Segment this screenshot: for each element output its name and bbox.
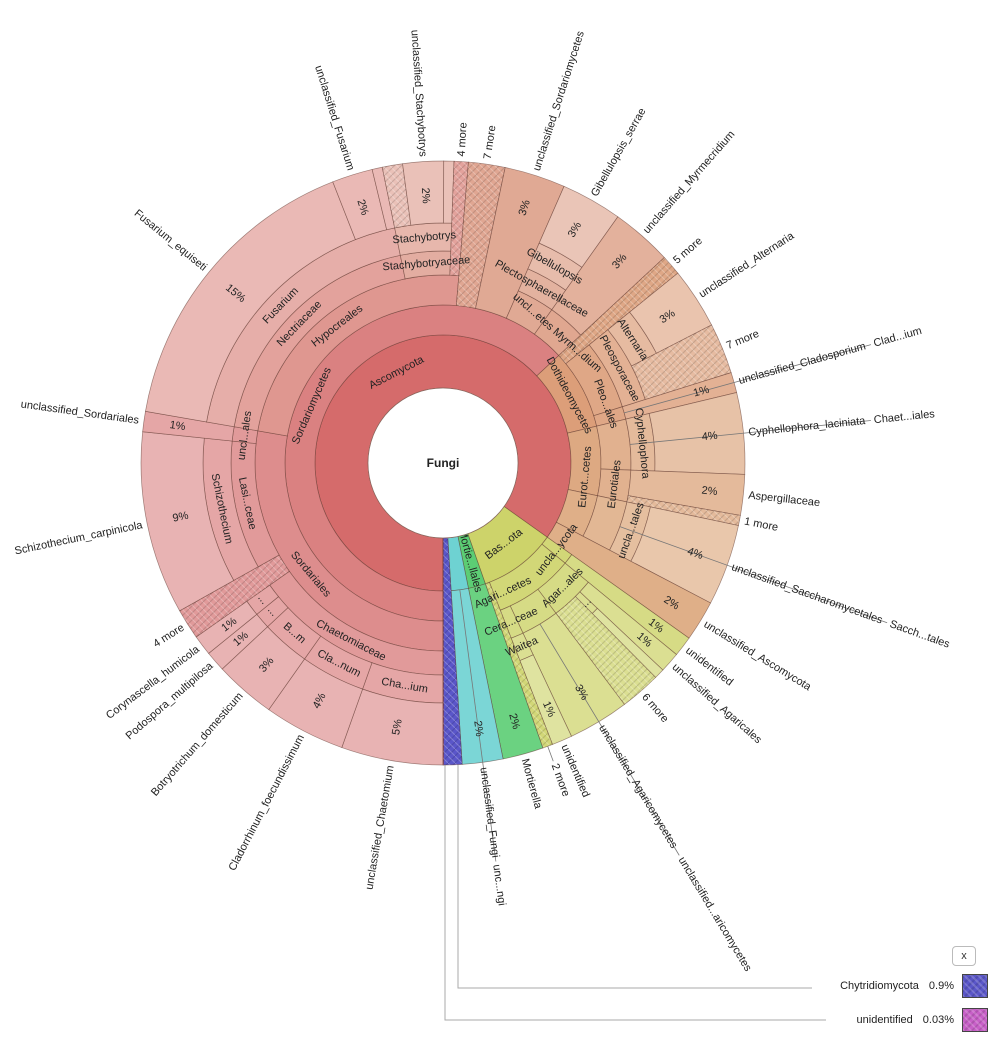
hatch-overlay — [456, 162, 506, 309]
leaf-percent: 9% — [172, 510, 190, 525]
label-leader-line — [459, 589, 497, 862]
node-label-sacch-tales: Sacch...tales — [888, 618, 952, 651]
leaf-percent: 4% — [686, 545, 705, 562]
legend-percent: 0.9% — [928, 980, 954, 992]
sunburst-sectors — [140, 160, 746, 766]
node-label-chaet-iales: Chaet...iales — [873, 408, 936, 426]
leaf-label-unclassified-sordariales: unclassified_Sordariales — [20, 398, 140, 426]
leaf-label-unclassified-stachybotrys: unclassified_Stachybotrys — [408, 29, 428, 157]
leaf-label-5-more: 5 more — [671, 235, 705, 266]
leaf-percent: 2% — [354, 198, 370, 217]
leaf-percent: 1% — [169, 419, 187, 433]
hatch-overlay — [558, 257, 678, 364]
label-leader-line — [630, 420, 871, 445]
leaf-label-mortierella: Mortierella — [519, 757, 544, 811]
legend-item-chytridiomycota[interactable]: Chytridiomycota 0.9% — [840, 974, 988, 998]
leaf-label-unclassified-sordariomycetes: unclassified_Sordariomycetes — [531, 29, 587, 172]
node-label-unc-ngi: unc...ngi — [490, 864, 507, 907]
hatch-overlay — [555, 596, 656, 705]
leaf-label-unclassified-myrmecridium: unclassified_Myrmecridium — [641, 129, 737, 237]
leaf-label-fusarium-equiseti: Fusarium_equiseti — [132, 207, 209, 273]
label-leader-line — [624, 344, 872, 414]
leaf-label-cladorrhinum-foecundissimum: Cladorrhinum_foecundissimum — [227, 733, 307, 873]
leaf-label-4-more: 4 more — [151, 622, 186, 650]
label-leader-line — [547, 746, 554, 762]
leaf-label-unclassified-saccharomycetales: unclassified_Saccharomycetales — [730, 561, 885, 626]
leaf-label-7-more: 7 more — [482, 125, 499, 161]
hatch-overlay — [449, 161, 469, 276]
leaf-label-unclassified-alternaria: unclassified_Alternaria — [697, 230, 797, 301]
legend-swatch[interactable] — [962, 974, 988, 998]
leaf-percent: 5% — [390, 718, 405, 736]
leaf-percent: 2% — [471, 720, 485, 738]
leaf-percent: 1% — [540, 700, 557, 720]
legend-percent: 0.03% — [922, 1014, 954, 1026]
leaf-label-aspergillaceae: Aspergillaceae — [748, 490, 821, 510]
legend-swatch[interactable] — [962, 1008, 988, 1032]
leaf-label-4-more: 4 more — [456, 122, 470, 157]
node-label-clad-ium: Clad...ium — [872, 325, 923, 350]
node-label-stachybotrys: Stachybotrys — [392, 229, 457, 246]
legend-callout-lines — [444, 765, 826, 1021]
leaf-label-cyphellophora-laciniata: Cyphellophora_laciniata — [748, 415, 867, 439]
leaf-label-6-more: 6 more — [639, 691, 670, 725]
root-label: Fungi — [427, 456, 460, 470]
leaf-percent: 2% — [701, 485, 718, 499]
hatch-overlay — [485, 582, 553, 749]
legend-item-unidentified[interactable]: unidentified 0.03% — [857, 1008, 988, 1032]
leaf-percent: 1% — [692, 384, 711, 400]
leaf-label-unclassified-ascomycota: unclassified_Ascomycota — [702, 618, 814, 693]
leaf-percent: 3% — [517, 198, 533, 217]
leaf-label-unclassified-fungi: unclassified_Fungi — [477, 767, 501, 859]
callout-line-unidentified — [444, 765, 826, 1021]
hatch-overlay — [382, 163, 411, 228]
hatch-overlay — [626, 495, 741, 526]
leaf-label-7-more: 7 more — [725, 328, 761, 352]
hatch-overlay — [179, 555, 290, 637]
legend-label: Chytridiomycota — [840, 980, 919, 992]
leaf-label-unclassified-fusarium: unclassified_Fusarium — [312, 64, 356, 172]
hatch-overlay — [631, 324, 732, 400]
hatch-overlay — [443, 537, 444, 765]
label-leader-lines — [459, 344, 888, 862]
leaf-label-1-more: 1 more — [743, 516, 779, 534]
close-legend-button[interactable]: x — [952, 946, 976, 966]
leaf-percent: 4% — [701, 430, 718, 444]
leaf-label-unclassified-agaricomycetes: unclassified_Agaricomycetes — [596, 723, 680, 851]
leaf-percent: 2% — [419, 187, 432, 204]
hatch-overlay — [443, 537, 463, 765]
leaf-label-schizothecium-carpinicola: Schizothecium_carpinicola — [14, 519, 145, 557]
leaf-label-unclassified-cladosporium: unclassified_Cladosporium — [737, 340, 867, 387]
label-leader-line — [539, 623, 680, 856]
leaf-percent: 2% — [506, 712, 522, 731]
leaf-label-unclassified-chaetomium: unclassified_Chaetomium — [363, 765, 396, 891]
root-center[interactable] — [367, 387, 519, 539]
node-label-unclassified-aricomycetes: unclassified...aricomycetes — [676, 855, 754, 974]
leaf-label-gibellulopsis-serrae: Gibellulopsis_serrae — [589, 106, 649, 199]
callout-line-chytridiomycota — [457, 765, 812, 989]
label-leader-line — [619, 526, 888, 624]
legend-label: unidentified — [856, 1014, 913, 1026]
